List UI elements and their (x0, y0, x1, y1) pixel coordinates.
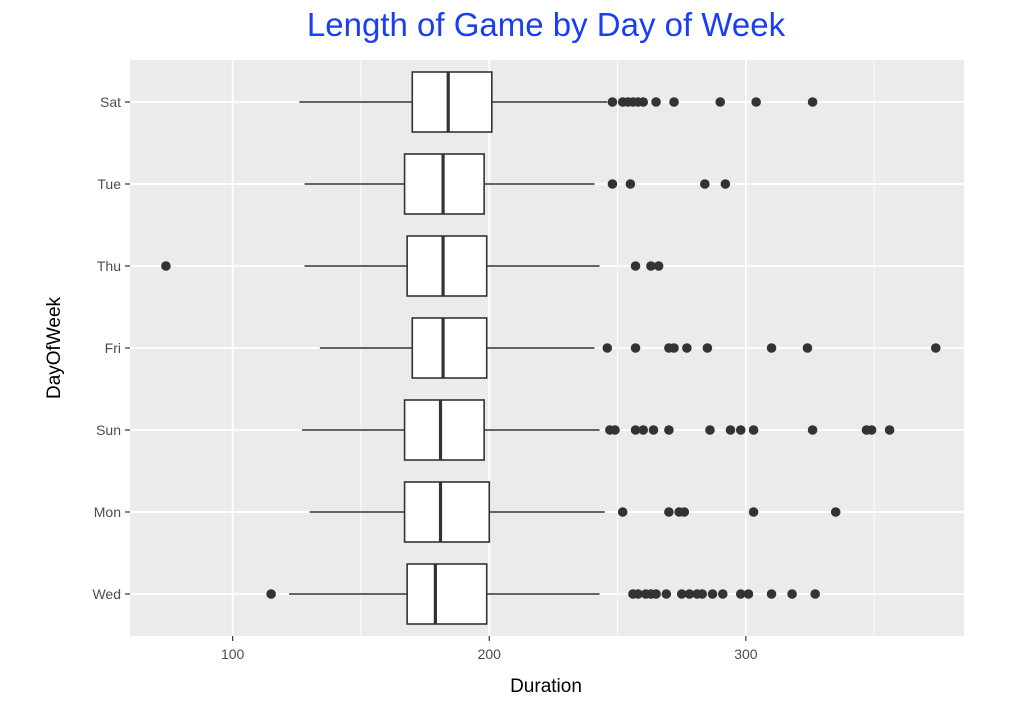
outlier-point (787, 589, 797, 599)
y-tick-label-wed: Wed (92, 586, 121, 602)
outlier-point (684, 589, 695, 599)
outlier-point (705, 425, 715, 435)
axis-ticks (125, 101, 747, 641)
box-wed (266, 563, 820, 625)
y-tick-labels: Sat Tue Thu Fri Sun Mon Wed (92, 94, 121, 602)
y-tick-label-sun: Sun (96, 422, 121, 438)
outlier-point (638, 97, 649, 107)
outlier-point (630, 343, 641, 353)
outlier-point (802, 343, 813, 353)
outlier-point (676, 589, 687, 599)
outlier-point (610, 425, 620, 435)
interquartile-box (411, 317, 488, 379)
chart-title: Length of Game by Day of Week (307, 6, 786, 43)
outlier-point (866, 425, 877, 435)
x-tick-label: 300 (734, 646, 758, 662)
outlier-point (630, 261, 641, 271)
outlier-point (646, 261, 656, 271)
y-tick-label-mon: Mon (94, 504, 121, 520)
outlier-point (617, 507, 628, 517)
outlier-point (717, 589, 728, 599)
outlier-point (748, 507, 759, 517)
outlier-point (653, 261, 664, 271)
outlier-point (766, 343, 777, 353)
outlier-point (702, 343, 713, 353)
box-mon (309, 481, 841, 543)
outlier-point (664, 425, 674, 435)
outlier-point (602, 343, 613, 353)
interquartile-box (403, 399, 485, 461)
outlier-point (661, 589, 672, 599)
box-thu (161, 235, 664, 297)
x-tick-labels: 100 200 300 (221, 646, 758, 662)
outlier-point (930, 343, 941, 353)
outlier-point (715, 97, 726, 107)
interquartile-box (411, 71, 493, 133)
box-sat (299, 71, 818, 133)
interquartile-box (406, 235, 488, 297)
outlier-point (830, 507, 841, 517)
outlier-point (638, 425, 649, 435)
outlier-point (625, 179, 636, 189)
outlier-point (648, 425, 659, 435)
y-tick-label-sat: Sat (100, 94, 121, 110)
outlier-point (751, 97, 761, 107)
interquartile-box (403, 481, 491, 543)
outlier-point (669, 343, 679, 353)
outlier-point (664, 507, 674, 517)
outlier-point (810, 589, 820, 599)
outlier-point (651, 589, 661, 599)
outlier-point (707, 589, 718, 599)
box-tue (304, 153, 731, 215)
outlier-point (697, 589, 708, 599)
outlier-point (735, 425, 746, 435)
outlier-point (748, 425, 759, 435)
outlier-point (161, 261, 171, 271)
outlier-point (266, 589, 276, 599)
outlier-point (607, 179, 618, 189)
outlier-point (700, 179, 710, 189)
y-tick-label-tue: Tue (97, 176, 121, 192)
outlier-point (669, 97, 679, 107)
outlier-point (735, 589, 746, 599)
outlier-point (884, 425, 895, 435)
box-series (161, 71, 941, 625)
outlier-point (651, 97, 661, 107)
outlier-point (807, 97, 818, 107)
y-tick-label-fri: Fri (105, 340, 121, 356)
interquartile-box (406, 563, 488, 625)
outlier-point (720, 179, 731, 189)
outlier-point (766, 589, 777, 599)
outlier-point (607, 97, 618, 107)
outlier-point (725, 425, 736, 435)
outlier-point (679, 507, 690, 517)
x-tick-label: 100 (221, 646, 245, 662)
outlier-point (630, 425, 641, 435)
x-axis-title: Duration (510, 676, 582, 697)
y-tick-label-thu: Thu (97, 258, 121, 274)
outlier-point (807, 425, 818, 435)
box-sun (301, 399, 895, 461)
y-axis-title: DayOfWeek (44, 296, 65, 399)
outlier-point (633, 589, 643, 599)
outlier-point (682, 343, 692, 353)
box-fri (319, 317, 941, 379)
outlier-point (743, 589, 754, 599)
x-tick-label: 200 (478, 646, 502, 662)
